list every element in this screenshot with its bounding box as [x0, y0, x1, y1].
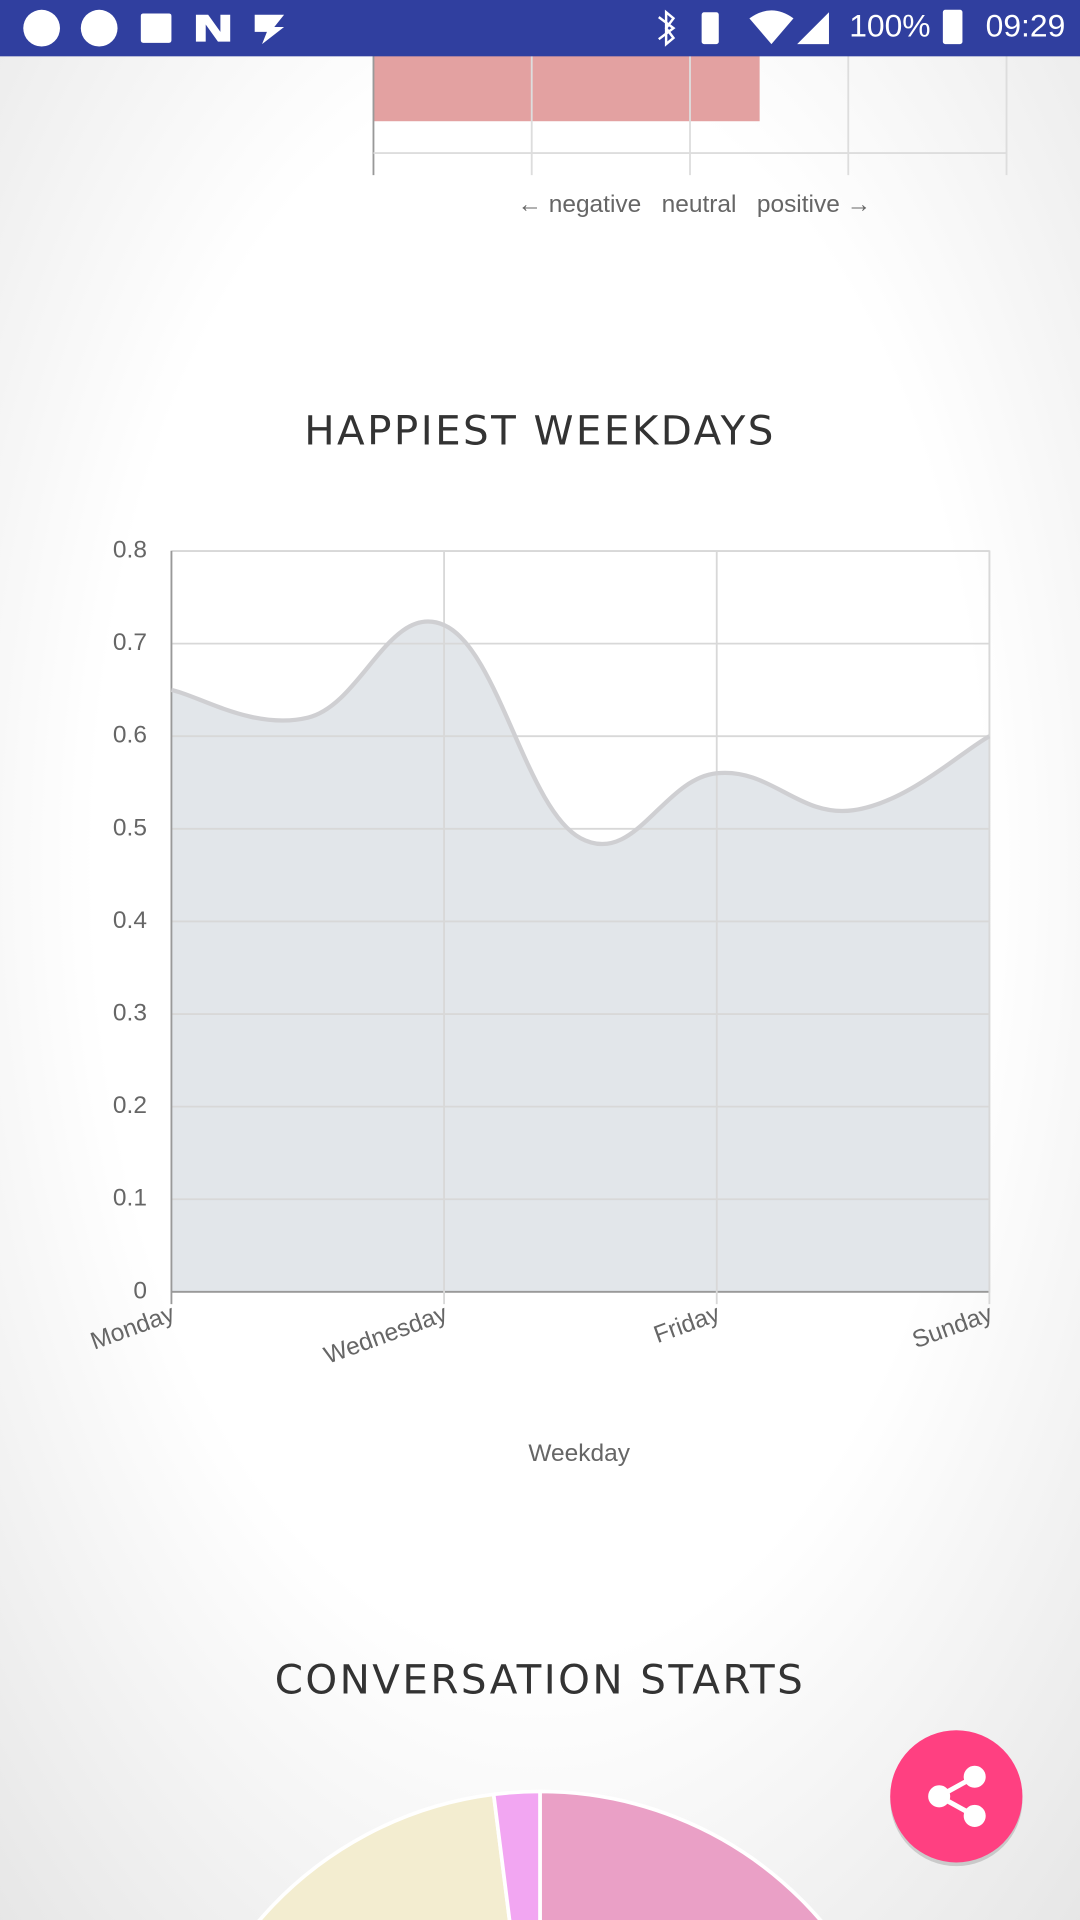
y-tick-label: 0.3	[113, 999, 147, 1026]
chart-title: HAPPIEST WEEKDAYS	[304, 406, 776, 454]
clock: 09:29	[986, 8, 1066, 44]
y-tick-label: 0.4	[113, 907, 147, 934]
chart-title: CONVERSATION STARTS	[275, 1655, 806, 1703]
pie-slice	[538, 1789, 823, 1920]
y-tick-label: 0.5	[113, 814, 147, 841]
y-tick-label: 0.6	[113, 722, 147, 749]
pie-slice	[257, 1792, 512, 1920]
y-tick-label: 0.8	[113, 536, 147, 563]
y-tick-label: 0.7	[113, 629, 147, 656]
x-axis-label: Weekday	[528, 1440, 630, 1467]
y-tick-label: 0.1	[113, 1185, 147, 1212]
y-tick-label: 0	[133, 1277, 147, 1304]
line	[170, 619, 991, 847]
pie-slice	[491, 1789, 542, 1920]
system-icons	[658, 9, 963, 47]
x-axis-label: ← negative neutral positive →	[517, 191, 871, 218]
battery-level: 100%	[849, 8, 930, 44]
area-fill	[171, 621, 990, 1292]
status-bar: 100% 09:29	[0, 0, 1080, 57]
y-tick-label: 0.2	[113, 1092, 147, 1119]
notification-icons	[23, 9, 285, 47]
share-button[interactable]	[890, 1730, 1023, 1867]
